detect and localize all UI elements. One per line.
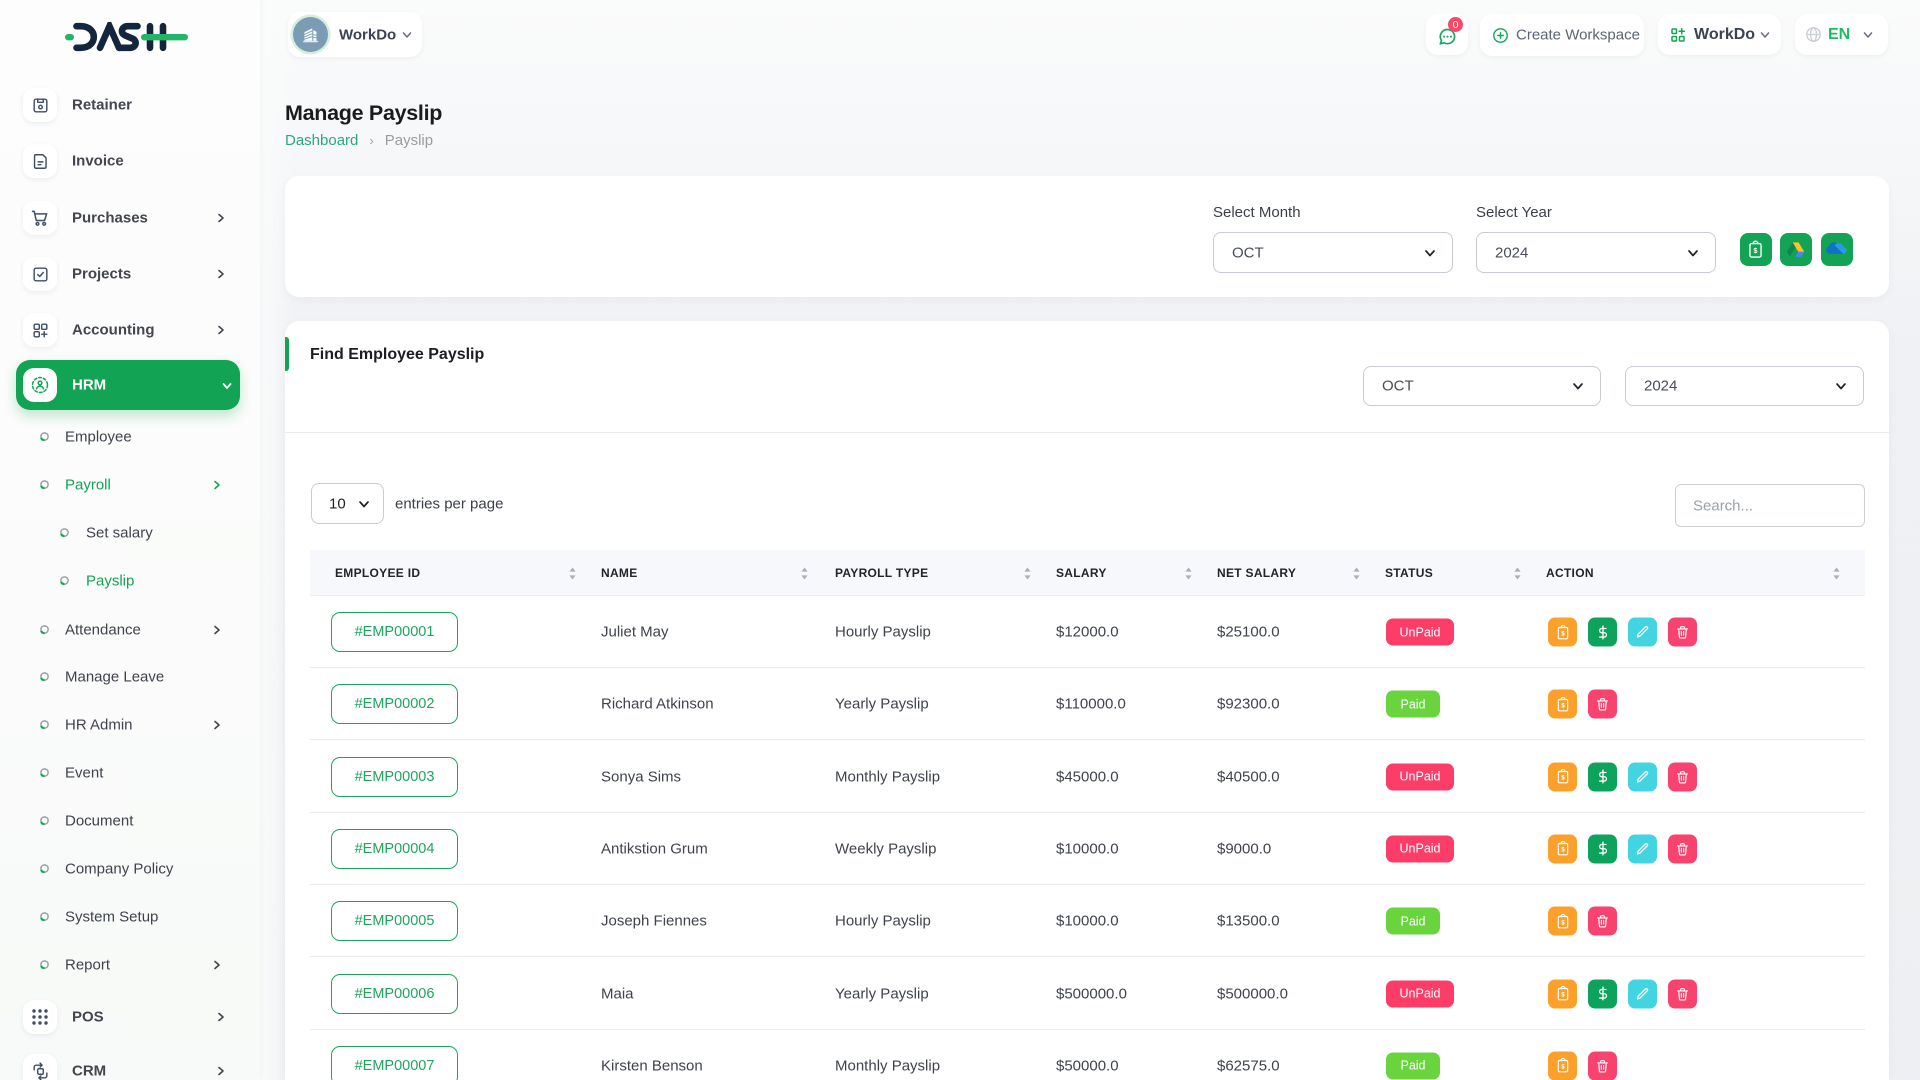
svg-text:$: $ — [1561, 631, 1565, 637]
svg-text:$: $ — [1561, 920, 1565, 926]
svg-text:$: $ — [1561, 1065, 1565, 1071]
svg-text:$: $ — [1561, 703, 1565, 709]
svg-text:$: $ — [1754, 247, 1758, 255]
svg-text:$: $ — [1561, 993, 1565, 999]
svg-text:$: $ — [1561, 848, 1565, 854]
svg-text:$: $ — [1561, 776, 1565, 782]
